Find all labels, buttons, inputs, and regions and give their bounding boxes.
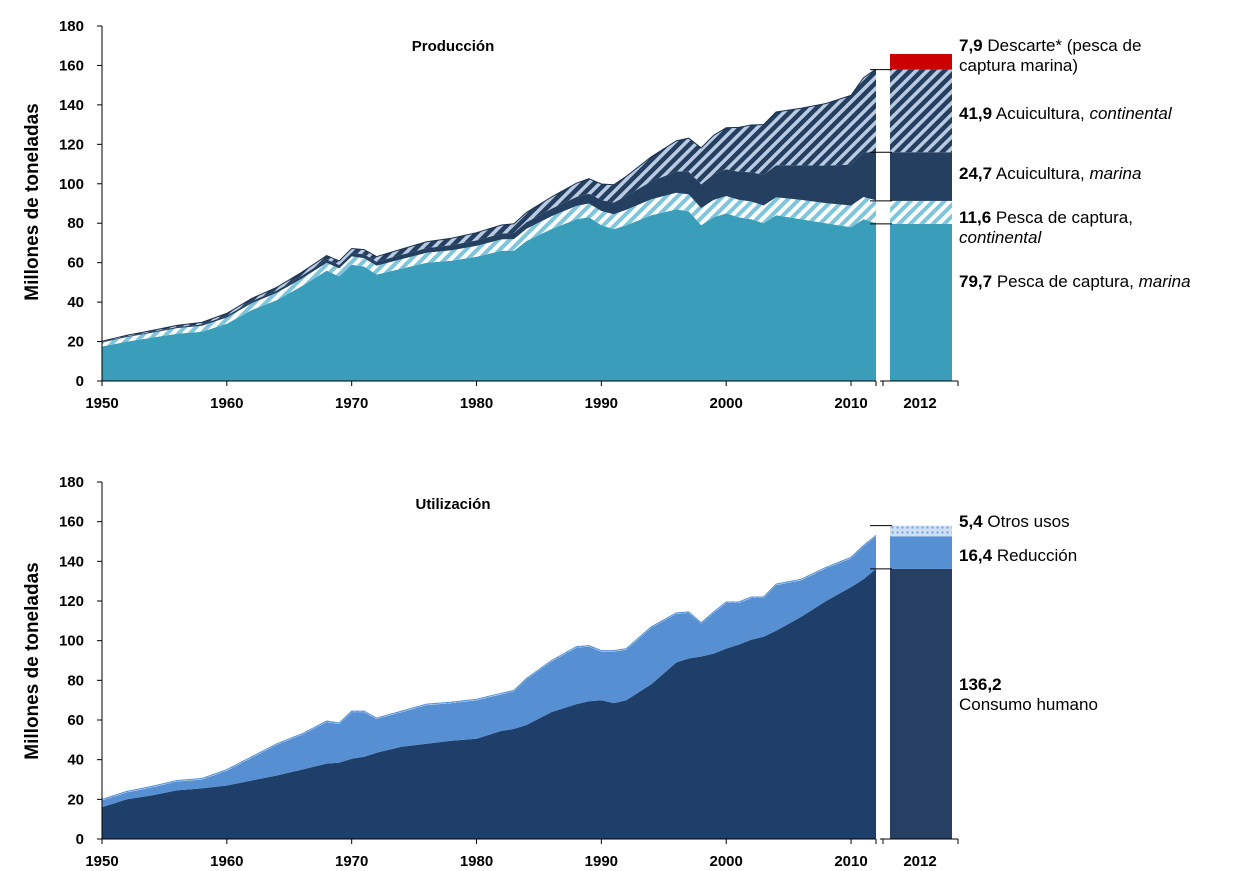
utilization-y-ticks: 0 20 40 60 80 100 120 140 160 180 (59, 474, 102, 848)
production-title: Producción (412, 38, 495, 55)
annotation-aqua-inland-italic: continental (1089, 104, 1172, 123)
top-bar-segment-4 (890, 69, 952, 153)
top-area-3 (102, 151, 876, 343)
annotation-aqua-marine-value: 24,7 (959, 164, 993, 183)
bot-y-tick-label: 180 (59, 474, 84, 491)
annotation-capture-inland: 11,6 Pesca de captura, continental (959, 208, 1133, 248)
annotation-discards: 7,9 Descarte* (pesca de captura marina) (959, 36, 1141, 76)
utilization-area-series (101, 535, 877, 839)
annotation-other-uses-value: 5,4 (959, 512, 983, 531)
top-area-outline (101, 68, 877, 342)
top-x-tick-label: 1950 (85, 395, 118, 412)
bot-y-tick-label: 0 (76, 831, 84, 848)
utilization-x-ticks: 1950 1960 1970 1980 1990 2000 2010 (85, 839, 868, 870)
annotation-capture-inland-italic: continental (959, 228, 1042, 247)
top-y-tick-label: 40 (67, 294, 84, 311)
production-y-axis-label: Millones de toneladas (22, 103, 43, 300)
annotation-aqua-inland-value: 41,9 (959, 104, 993, 123)
top-x-tick-label: 2000 (710, 395, 743, 412)
bot-y-tick-label: 20 (67, 791, 84, 808)
top-y-tick-label: 20 (67, 334, 84, 351)
top-x-tick-label: 1970 (335, 395, 368, 412)
annotation-human-consumption-value: 136,2 (959, 675, 1002, 694)
utilization-2012-bar (870, 525, 952, 839)
annotation-capture-inland-value: 11,6 (959, 208, 992, 227)
top-y-tick-label: 60 (67, 255, 84, 272)
bot-x-tick-label: 1950 (85, 853, 118, 870)
production-panel: Millones de toneladas 0 20 40 60 80 100 120 140… (22, 18, 959, 412)
bot-x-tick-label: 1970 (335, 853, 368, 870)
bot-y-tick-label: 80 (67, 672, 84, 689)
bot-y-tick-label: 140 (59, 553, 84, 570)
top-y-tick-label: 140 (59, 97, 84, 114)
annotation-human-consumption-text: Consumo humano (959, 695, 1098, 714)
production-area-series (101, 68, 877, 381)
top-x-tick-label: 1960 (210, 395, 243, 412)
top-y-tick-label: 0 (76, 373, 84, 390)
production-bar-label: 2012 (903, 395, 936, 412)
annotation-reduction: 16,4 Reducción (959, 546, 1077, 566)
annotation-other-uses-text: Otros usos (987, 512, 1070, 531)
top-bar-segment-1 (890, 223, 952, 381)
utilization-y-axis-label: Millones de toneladas (22, 562, 43, 759)
top-bar-segment-3 (890, 152, 952, 201)
production-y-ticks: 0 20 40 60 80 100 120 140 160 180 (59, 18, 102, 390)
utilization-title: Utilización (415, 496, 490, 513)
bot-x-tick-label: 1960 (210, 853, 243, 870)
annotation-discards-text: Descarte* (pesca de (987, 36, 1142, 55)
top-y-tick-label: 80 (67, 215, 84, 232)
bot-x-tick-label: 1990 (585, 853, 618, 870)
annotation-aqua-inland: 41,9 Acuicultura, continental (959, 104, 1172, 124)
annotation-aqua-inland-text: Acuicultura, (995, 104, 1090, 123)
top-area-2 (102, 192, 876, 347)
bot-x-tick-label: 2010 (834, 853, 867, 870)
top-x-tick-label: 2010 (834, 395, 867, 412)
top-x-tick-label: 1990 (585, 395, 618, 412)
annotation-human-consumption: 136,2 Consumo humano (959, 675, 1098, 715)
annotation-other-uses: 5,4 Otros usos (959, 512, 1070, 532)
utilization-panel: Millones de toneladas 0 20 40 60 80 100 120 140… (22, 474, 959, 870)
bot-bar-segment-2 (890, 536, 952, 569)
bot-x-tick-label: 1980 (460, 853, 493, 870)
top-y-tick-label: 160 (59, 57, 84, 74)
bot-y-tick-label: 100 (59, 633, 84, 650)
top-bar-segment-2 (890, 200, 952, 224)
bot-area-1 (102, 568, 876, 839)
annotation-discards-text2: captura marina) (959, 56, 1079, 75)
annotation-aqua-marine-italic: marina (1089, 164, 1142, 183)
annotation-aqua-marine: 24,7 Acuicultura, marina (959, 164, 1141, 184)
bot-area-2 (102, 536, 876, 808)
top-x-tick-label: 1980 (460, 395, 493, 412)
annotation-capture-marine-text: Pesca de captura, (996, 272, 1139, 291)
utilization-bar-label: 2012 (903, 853, 936, 870)
top-y-tick-label: 100 (59, 176, 84, 193)
annotation-capture-inland-text: Pesca de captura, (995, 208, 1133, 227)
top-y-tick-label: 120 (59, 136, 84, 153)
bot-bar-segment-3 (890, 525, 952, 537)
annotation-aqua-marine-text: Acuicultura, (995, 164, 1090, 183)
bot-y-tick-label: 120 (59, 593, 84, 610)
annotation-capture-marine-italic: marina (1138, 272, 1191, 291)
top-bar-segment-5 (890, 54, 952, 70)
bot-y-tick-label: 60 (67, 712, 84, 729)
bot-bar-segment-1 (890, 568, 952, 839)
top-y-tick-label: 180 (59, 18, 84, 35)
annotation-reduction-text: Reducción (996, 546, 1078, 565)
bot-y-tick-label: 160 (59, 514, 84, 531)
utilization-axes (101, 482, 959, 844)
production-2012-bar (870, 54, 952, 381)
bot-area-outline (101, 535, 877, 800)
bot-x-tick-label: 2000 (710, 853, 743, 870)
annotation-capture-marine: 79,7 Pesca de captura, marina (959, 272, 1191, 292)
production-x-ticks: 1950 1960 1970 1980 1990 2000 2010 (85, 381, 868, 412)
annotation-reduction-value: 16,4 (959, 546, 993, 565)
annotation-discards-value: 7,9 (959, 36, 983, 55)
annotation-capture-marine-value: 79,7 (959, 272, 993, 291)
bot-y-tick-label: 40 (67, 752, 84, 769)
production-axes (101, 26, 959, 386)
top-area-1 (102, 209, 876, 381)
